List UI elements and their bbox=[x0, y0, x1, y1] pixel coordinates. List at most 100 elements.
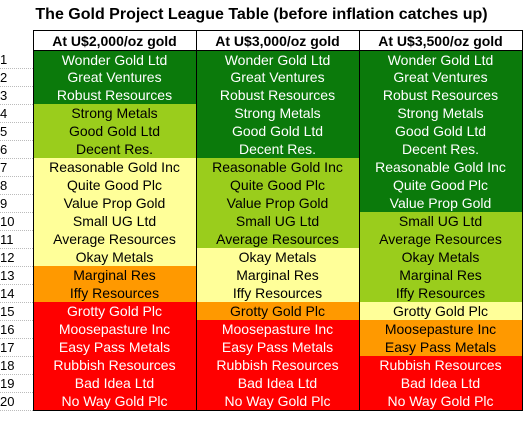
company-cell: Great Ventures bbox=[32, 68, 197, 86]
company-cell: Good Gold Ltd bbox=[195, 122, 360, 140]
company-cell: Iffy Resources bbox=[32, 284, 197, 302]
company-cell: Reasonable Gold Inc bbox=[358, 158, 523, 176]
table-row: 13 Marginal Res Marginal Res Marginal Res bbox=[0, 266, 523, 285]
company-cell: Grotty Gold Plc bbox=[32, 302, 197, 320]
company-cell: Quite Good Plc bbox=[358, 176, 523, 194]
company-cell: Robust Resources bbox=[358, 86, 523, 104]
rank-number: 3 bbox=[0, 86, 33, 105]
company-cell: Okay Metals bbox=[358, 248, 523, 266]
table-row: 15 Grotty Gold Plc Grotty Gold Plc Grotty G… bbox=[0, 302, 523, 321]
rank-number: 14 bbox=[0, 284, 33, 303]
company-cell: Quite Good Plc bbox=[195, 176, 360, 194]
column-header-3000: At U$3,000/oz gold bbox=[195, 30, 360, 51]
company-cell: Bad Idea Ltd bbox=[358, 374, 523, 392]
company-cell: Reasonable Gold Inc bbox=[195, 158, 360, 176]
rank-number: 13 bbox=[0, 266, 33, 285]
company-cell: Quite Good Plc bbox=[32, 176, 197, 194]
company-cell: Reasonable Gold Inc bbox=[32, 158, 197, 176]
company-cell: Wonder Gold Ltd bbox=[358, 50, 523, 68]
company-cell: Iffy Resources bbox=[195, 284, 360, 302]
company-cell: Great Ventures bbox=[195, 68, 360, 86]
company-cell: Marginal Res bbox=[358, 266, 523, 284]
company-cell: Value Prop Gold bbox=[358, 194, 523, 212]
company-cell: Small UG Ltd bbox=[195, 212, 360, 230]
rank-number: 18 bbox=[0, 356, 33, 375]
rank-header bbox=[0, 30, 33, 51]
table-row: 16 Moosepasture Inc Moosepasture Inc Moosep… bbox=[0, 320, 523, 339]
rank-number: 2 bbox=[0, 68, 33, 87]
rank-number: 11 bbox=[0, 230, 33, 249]
company-cell: Good Gold Ltd bbox=[32, 122, 197, 140]
rank-number: 7 bbox=[0, 158, 33, 177]
company-cell: Moosepasture Inc bbox=[195, 320, 360, 338]
table-row: 19 Bad Idea Ltd Bad Idea Ltd Bad Idea Ltd bbox=[0, 374, 523, 393]
table-row: 17 Easy Pass Metals Easy Pass Metals Easy P… bbox=[0, 338, 523, 357]
company-cell: Rubbish Resources bbox=[32, 356, 197, 374]
company-cell: Marginal Res bbox=[32, 266, 197, 284]
company-cell: Decent Res. bbox=[32, 140, 197, 158]
rank-number: 19 bbox=[0, 374, 33, 393]
company-cell: Strong Metals bbox=[32, 104, 197, 122]
rank-number: 6 bbox=[0, 140, 33, 159]
table-row: 9 Value Prop Gold Value Prop Gold Value Pro… bbox=[0, 194, 523, 213]
company-cell: Value Prop Gold bbox=[195, 194, 360, 212]
company-cell: Marginal Res bbox=[195, 266, 360, 284]
company-cell: Okay Metals bbox=[32, 248, 197, 266]
table-row: 18 Rubbish Resources Rubbish Resources Rubb… bbox=[0, 356, 523, 375]
table-row: 4 Strong Metals Strong Metals Strong Metals bbox=[0, 104, 523, 123]
company-cell: No Way Gold Plc bbox=[358, 392, 523, 411]
table-row: 3 Robust Resources Robust Resources Robust … bbox=[0, 86, 523, 105]
table-row: 8 Quite Good Plc Quite Good Plc Quite Good … bbox=[0, 176, 523, 195]
company-cell: Small UG Ltd bbox=[358, 212, 523, 230]
header-row: At U$2,000/oz gold At U$3,000/oz gold At… bbox=[0, 30, 523, 51]
company-cell: Average Resources bbox=[32, 230, 197, 248]
column-header-2000: At U$2,000/oz gold bbox=[32, 30, 197, 51]
rank-number: 17 bbox=[0, 338, 33, 357]
company-cell: Bad Idea Ltd bbox=[195, 374, 360, 392]
company-cell: Robust Resources bbox=[195, 86, 360, 104]
company-cell: Wonder Gold Ltd bbox=[195, 50, 360, 68]
rank-number: 15 bbox=[0, 302, 33, 321]
rank-number: 12 bbox=[0, 248, 33, 267]
company-cell: Easy Pass Metals bbox=[32, 338, 197, 356]
league-body: 1 Wonder Gold Ltd Wonder Gold Ltd Wonder Go… bbox=[0, 50, 523, 411]
company-cell: Moosepasture Inc bbox=[32, 320, 197, 338]
company-cell: Moosepasture Inc bbox=[358, 320, 523, 338]
company-cell: Wonder Gold Ltd bbox=[32, 50, 197, 68]
page-title: The Gold Project League Table (before in… bbox=[35, 6, 488, 23]
company-cell: Small UG Ltd bbox=[32, 212, 197, 230]
company-cell: Okay Metals bbox=[195, 248, 360, 266]
company-cell: Grotty Gold Plc bbox=[195, 302, 360, 320]
league-table: At U$2,000/oz gold At U$3,000/oz gold At… bbox=[0, 30, 523, 411]
company-cell: Easy Pass Metals bbox=[195, 338, 360, 356]
table-row: 1 Wonder Gold Ltd Wonder Gold Ltd Wonder Go… bbox=[0, 50, 523, 69]
company-cell: Iffy Resources bbox=[358, 284, 523, 302]
table-row: 11 Average Resources Average Resources Aver… bbox=[0, 230, 523, 249]
company-cell: Bad Idea Ltd bbox=[32, 374, 197, 392]
company-cell: Easy Pass Metals bbox=[358, 338, 523, 356]
rank-number: 10 bbox=[0, 212, 33, 231]
table-row: 14 Iffy Resources Iffy Resources Iffy Resou… bbox=[0, 284, 523, 303]
company-cell: Grotty Gold Plc bbox=[358, 302, 523, 320]
company-cell: Average Resources bbox=[358, 230, 523, 248]
rank-number: 5 bbox=[0, 122, 33, 141]
table-row: 10 Small UG Ltd Small UG Ltd Small UG Ltd bbox=[0, 212, 523, 231]
table-row: 12 Okay Metals Okay Metals Okay Metals bbox=[0, 248, 523, 267]
company-cell: Strong Metals bbox=[195, 104, 360, 122]
company-cell: Great Ventures bbox=[358, 68, 523, 86]
table-row: 7 Reasonable Gold Inc Reasonable Gold Inc R… bbox=[0, 158, 523, 177]
company-cell: Value Prop Gold bbox=[32, 194, 197, 212]
column-header-3500: At U$3,500/oz gold bbox=[358, 30, 523, 51]
rank-number: 20 bbox=[0, 392, 33, 411]
rank-number: 4 bbox=[0, 104, 33, 123]
table-row: 2 Great Ventures Great Ventures Great Ventu… bbox=[0, 68, 523, 87]
company-cell: No Way Gold Plc bbox=[195, 392, 360, 411]
company-cell: Rubbish Resources bbox=[195, 356, 360, 374]
company-cell: Good Gold Ltd bbox=[358, 122, 523, 140]
company-cell: Average Resources bbox=[195, 230, 360, 248]
table-row: 20 No Way Gold Plc No Way Gold Plc No Way G… bbox=[0, 392, 523, 411]
company-cell: Rubbish Resources bbox=[358, 356, 523, 374]
company-cell: Decent Res. bbox=[195, 140, 360, 158]
company-cell: Decent Res. bbox=[358, 140, 523, 158]
rank-number: 8 bbox=[0, 176, 33, 195]
